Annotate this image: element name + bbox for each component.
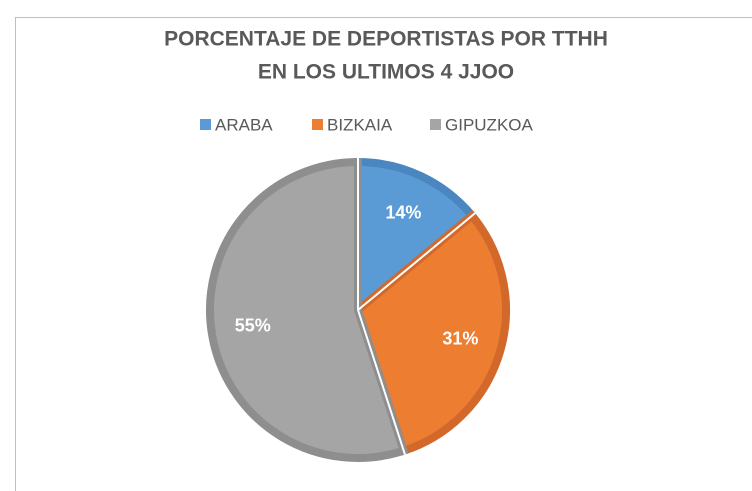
- data-label: 55%: [235, 315, 271, 335]
- legend-label: BIZKAIA: [327, 115, 393, 134]
- data-label: 31%: [442, 328, 478, 348]
- chart-title: EN LOS ULTIMOS 4 JJOO: [258, 61, 514, 84]
- legend-swatch: [430, 119, 441, 130]
- pie-slice: [354, 157, 478, 319]
- pie-slice: [206, 157, 409, 462]
- legend-swatch: [200, 119, 211, 130]
- slice-separator: [357, 212, 476, 311]
- data-label: 14%: [385, 202, 421, 222]
- chart-title: PORCENTAJE DE DEPORTISTAS POR TTHH: [164, 28, 608, 51]
- legend-swatch: [312, 119, 323, 130]
- legend-label: ARABA: [215, 115, 273, 134]
- pie-slice: [353, 210, 510, 456]
- legend-label: GIPUZKOA: [445, 115, 534, 134]
- slice-separator: [357, 309, 406, 455]
